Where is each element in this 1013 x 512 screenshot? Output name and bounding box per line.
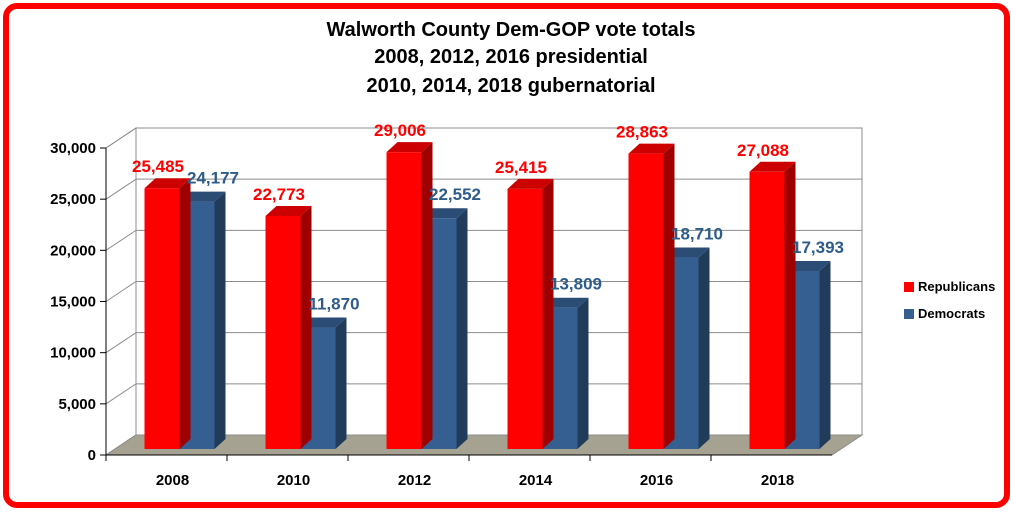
bar-side — [784, 161, 796, 449]
bar-republicans-2014 — [507, 178, 554, 449]
bar-top — [784, 261, 831, 272]
y-tick-label: 5,000 — [58, 396, 96, 413]
bar-republicans-2008 — [144, 178, 191, 450]
bar-top — [265, 205, 312, 216]
data-label-republicans: 25,485 — [132, 157, 184, 176]
x-tick-label: 2018 — [761, 472, 794, 489]
bar-side — [179, 178, 191, 450]
data-label-democrats: 17,393 — [792, 238, 844, 257]
bar-side — [214, 191, 226, 450]
bar-side — [542, 178, 554, 449]
bar-republicans-2018 — [749, 161, 796, 449]
bar-front — [144, 188, 180, 450]
x-axis: 2008 2010 2012 2014 2016 2018 — [105, 454, 832, 489]
bar-top — [144, 178, 191, 189]
data-label-democrats: 18,710 — [671, 225, 723, 244]
bar-democrats-2014 — [542, 297, 589, 449]
y-tick-label: 20,000 — [50, 242, 96, 259]
chart-title-line-3: 2010, 2014, 2018 gubernatorial — [366, 75, 655, 97]
y-axis: 0 5,000 10,000 15,000 20,000 25,000 30,000 — [50, 140, 107, 464]
bars — [144, 142, 831, 450]
legend-swatch-republicans — [904, 282, 914, 292]
bar-republicans-2010 — [265, 205, 312, 449]
bar-republicans-2012 — [386, 142, 433, 449]
data-label-democrats: 11,870 — [308, 295, 359, 314]
gridline — [105, 332, 862, 354]
gridline — [105, 383, 862, 405]
data-label-republicans: 28,863 — [616, 123, 668, 142]
bar-side — [456, 208, 468, 449]
data-label-democrats: 13,809 — [550, 275, 602, 294]
y-tick-label: 0 — [88, 447, 96, 464]
x-tick-label: 2010 — [277, 472, 310, 489]
data-label-republicans: 25,415 — [495, 158, 547, 177]
y-tick-label: 30,000 — [50, 140, 96, 157]
bar-side — [421, 142, 433, 449]
data-label-republicans: 29,006 — [374, 121, 426, 140]
legend-swatch-democrats — [904, 309, 914, 319]
bar-republicans-2016 — [628, 143, 675, 449]
x-tick-label: 2012 — [398, 472, 431, 489]
gridline — [105, 127, 862, 149]
gridline — [105, 178, 862, 200]
bar-side — [698, 247, 710, 449]
bar-top — [179, 191, 226, 202]
bar-top — [542, 297, 589, 308]
chart-title-line-1: Walworth County Dem-GOP vote totals — [327, 19, 696, 41]
bar-side — [577, 297, 589, 449]
bar-top — [507, 178, 554, 189]
bar-side — [663, 143, 675, 449]
bar-side — [300, 205, 312, 449]
legend-label-republicans: Republicans — [918, 279, 995, 294]
bar-top — [749, 161, 796, 172]
bar-front — [386, 152, 422, 449]
x-tick-label: 2014 — [519, 472, 553, 489]
bar-side — [819, 261, 831, 449]
bar-top — [628, 143, 675, 154]
bar-front — [507, 188, 543, 449]
data-label-republicans: 22,773 — [253, 185, 305, 204]
chart-title-line-2: 2008, 2012, 2016 presidential — [374, 46, 648, 68]
bar-side — [335, 317, 347, 449]
bar-top — [421, 208, 468, 219]
data-label-democrats: 24,177 — [187, 169, 239, 188]
bar-front — [749, 171, 785, 449]
bar-front — [265, 215, 301, 449]
legend-label-democrats: Democrats — [918, 306, 985, 321]
gridline — [105, 229, 862, 251]
bar-top — [386, 142, 433, 153]
bar-top — [300, 317, 347, 328]
y-tick-label: 25,000 — [50, 191, 96, 208]
legend: Republicans Democrats — [904, 279, 995, 321]
y-tick-label: 15,000 — [50, 294, 96, 311]
data-label-republicans: 27,088 — [737, 141, 789, 160]
gridline — [105, 281, 862, 302]
data-label-democrats: 22,552 — [429, 185, 481, 204]
y-tick-label: 10,000 — [50, 345, 96, 362]
bar-front — [628, 153, 664, 449]
x-tick-label: 2016 — [640, 472, 673, 489]
bar-top — [663, 247, 710, 258]
x-tick-label: 2008 — [156, 472, 189, 489]
